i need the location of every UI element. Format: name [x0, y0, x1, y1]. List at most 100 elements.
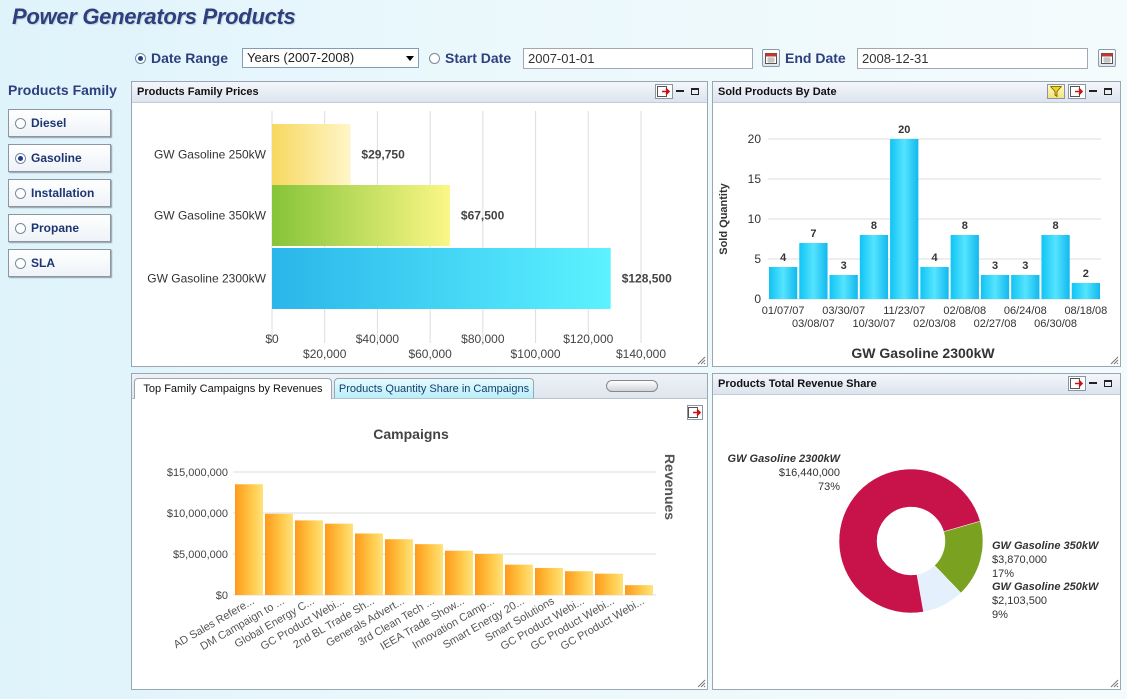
family-item-propane[interactable]: Propane [8, 214, 111, 242]
calendar-icon [1101, 53, 1113, 64]
export-icon [688, 407, 702, 418]
resize-grip-icon[interactable] [1109, 678, 1119, 688]
data-label: $67,500 [461, 209, 505, 223]
slice-percent-label: 17% [992, 568, 1014, 580]
maximize-icon [691, 88, 699, 95]
campaigns-panel: Top Family Campaigns by Revenues Product… [131, 373, 708, 690]
app-title: Power Generators Products [12, 4, 296, 29]
date-range-select[interactable]: Years (2007-2008) [242, 48, 419, 68]
bar [980, 275, 1010, 299]
family-item-gasoline[interactable]: Gasoline [8, 144, 111, 172]
minimize-icon [1089, 382, 1097, 384]
slice-value-label: $16,440,000 [779, 467, 840, 479]
export-button[interactable] [655, 84, 673, 99]
y-tick-label: 15 [748, 172, 762, 186]
start-date-field[interactable]: 2007-01-01 [523, 47, 753, 69]
filter-button[interactable] [1047, 84, 1065, 99]
start-date-calendar-button[interactable] [762, 49, 780, 67]
data-label: 3 [841, 260, 847, 272]
tab-scroll-handle[interactable] [606, 380, 658, 392]
propane-radio[interactable] [15, 222, 26, 234]
slice-percent-label: 73% [818, 481, 840, 493]
category-label: GW Gasoline 2300kW [147, 272, 266, 286]
start-date-option[interactable]: Start Date [429, 46, 511, 70]
data-label: 2 [1083, 268, 1089, 280]
resize-grip-icon[interactable] [696, 355, 706, 365]
bar [1071, 283, 1100, 299]
y-tick-label: 5 [754, 252, 761, 266]
data-label: 4 [780, 252, 787, 264]
export-button[interactable] [1068, 84, 1086, 99]
calendar-icon [765, 53, 777, 64]
tab-products-quantity-share[interactable]: Products Quantity Share in Campaigns [334, 378, 534, 398]
x-tick-label: 11/23/07 [883, 305, 925, 317]
bar [325, 523, 353, 595]
start-date-label: Start Date [445, 50, 512, 66]
x-tick-label: $20,000 [303, 347, 347, 361]
data-label: 3 [992, 260, 998, 272]
resize-grip-icon[interactable] [1109, 355, 1119, 365]
start-date-radio[interactable] [429, 52, 440, 64]
date-range-option[interactable]: Date Range [135, 46, 228, 70]
bar [1011, 275, 1040, 299]
date-filter-bar: Date Range Years (2007-2008) Start Date … [0, 46, 1127, 70]
revenue-share-panel: Products Total Revenue Share GW Gasoline… [712, 373, 1121, 690]
panel-header: Products Family Prices [132, 82, 707, 103]
minimize-icon [676, 90, 684, 92]
family-item-sla[interactable]: SLA [8, 249, 111, 277]
products-family-title: Products Family [8, 82, 117, 98]
y-tick-label: $10,000,000 [167, 508, 228, 520]
x-tick-label: $120,000 [563, 332, 613, 346]
bar [445, 550, 473, 595]
installation-radio[interactable] [15, 187, 26, 199]
data-label: 3 [1022, 260, 1028, 272]
maximize-button[interactable] [1104, 376, 1116, 391]
slice-value-label: $3,870,000 [992, 554, 1047, 566]
y-tick-label: 20 [748, 132, 762, 146]
bar [829, 275, 858, 299]
end-date-calendar-button[interactable] [1098, 49, 1116, 67]
family-item-installation[interactable]: Installation [8, 179, 111, 207]
y-tick-label: 0 [754, 292, 761, 306]
end-date-field[interactable]: 2008-12-31 [857, 47, 1088, 69]
maximize-button[interactable] [691, 84, 703, 99]
maximize-button[interactable] [1104, 84, 1116, 99]
gasoline-radio[interactable] [15, 152, 26, 164]
resize-grip-icon[interactable] [696, 678, 706, 688]
pie-slice [838, 468, 981, 614]
data-label: $29,750 [361, 148, 405, 162]
panel-header: Sold Products By Date [713, 82, 1120, 103]
y-tick-label: $15,000,000 [167, 467, 228, 479]
panel-title: Sold Products By Date [718, 86, 837, 98]
category-label: GW Gasoline 350kW [154, 209, 267, 223]
minimize-button[interactable] [1089, 84, 1101, 99]
y-tick-label: $0 [216, 590, 228, 602]
maximize-icon [1104, 88, 1112, 95]
bar [769, 267, 798, 299]
y-axis-label: Sold Quantity [718, 182, 730, 254]
chart-title: Campaigns [373, 426, 449, 442]
x-tick-label: $100,000 [511, 347, 561, 361]
diesel-radio[interactable] [15, 117, 26, 129]
bar [415, 544, 443, 595]
x-tick-label: 01/07/07 [762, 305, 805, 317]
bar [535, 567, 563, 595]
export-button[interactable] [687, 405, 703, 420]
date-range-value: Years (2007-2008) [247, 50, 355, 65]
family-item-diesel[interactable]: Diesel [8, 109, 111, 137]
export-button[interactable] [1068, 376, 1086, 391]
tab-top-family-campaigns[interactable]: Top Family Campaigns by Revenues [134, 378, 332, 399]
bar [1041, 235, 1070, 299]
x-tick-label: 10/30/07 [853, 318, 896, 330]
minimize-button[interactable] [676, 84, 688, 99]
export-icon [657, 86, 671, 97]
date-range-radio[interactable] [135, 52, 146, 64]
data-label: $128,500 [622, 272, 672, 286]
sla-radio[interactable] [15, 257, 26, 269]
minimize-button[interactable] [1089, 376, 1101, 391]
bar [920, 267, 949, 299]
bar [565, 571, 593, 595]
x-tick-label: $0 [265, 332, 279, 346]
x-tick-label: 02/03/08 [913, 318, 956, 330]
bar [890, 139, 919, 299]
